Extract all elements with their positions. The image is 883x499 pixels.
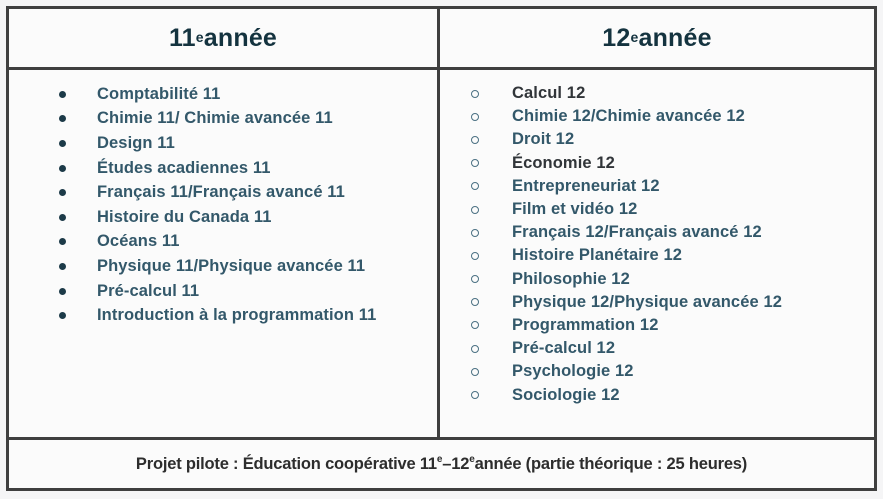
- course-item-label: Comptabilité 11: [97, 84, 221, 103]
- column-header-11e-annee: 11 e année: [9, 9, 437, 67]
- bullet-circle-icon: [471, 344, 479, 353]
- course-item-label: Histoire Planétaire 12: [512, 246, 683, 265]
- course-item-label: Pré-calcul 11: [97, 281, 200, 300]
- course-item: Programmation 12: [471, 314, 868, 337]
- bullet-circle-icon: [471, 89, 479, 98]
- course-item-label: Français 11/Français avancé 11: [97, 183, 345, 202]
- bullet-circle-icon: [471, 298, 479, 307]
- bullet-circle-icon: [471, 205, 479, 214]
- bullet-circle-icon: [471, 112, 479, 121]
- header-grade-word: année: [203, 23, 278, 52]
- bullet-circle-icon: [471, 228, 479, 237]
- footer-note: Projet pilote : Éducation coopérative 11…: [9, 440, 874, 488]
- footer-text: Projet pilote : Éducation coopérative 11: [135, 454, 437, 473]
- course-item: Chimie 11/ Chimie avancée 11: [59, 107, 431, 132]
- course-item-label: Design 11: [97, 133, 175, 152]
- course-item-label: Sociologie 12: [512, 385, 620, 404]
- bullet-circle-icon: [471, 275, 479, 284]
- course-item: Psychologie 12: [471, 360, 868, 383]
- course-item: Physique 12/Physique avancée 12: [471, 291, 868, 314]
- course-item: Calcul 12: [471, 82, 868, 105]
- bullet-circle-icon: [471, 367, 479, 376]
- course-item: Histoire Planétaire 12: [471, 244, 868, 267]
- course-item: Économie 12: [471, 152, 868, 175]
- course-item: Film et vidéo 12: [471, 198, 868, 221]
- course-item: Droit 12: [471, 128, 868, 151]
- course-item-label: Études acadiennes 11: [97, 158, 271, 177]
- bullet-disc-icon: [59, 139, 66, 147]
- footer-superscript: e: [436, 453, 443, 465]
- course-item-label: Calcul 12: [512, 84, 586, 103]
- course-item: Chimie 12/Chimie avancée 12: [471, 105, 868, 128]
- footer-superscript: e: [469, 453, 475, 465]
- course-item: Études acadiennes 11: [59, 156, 431, 181]
- course-item: Introduction à la programmation 11: [59, 303, 431, 328]
- course-item-label: Pré-calcul 12: [512, 339, 616, 358]
- course-item: Design 11: [59, 131, 431, 156]
- bullet-circle-icon: [471, 391, 479, 400]
- course-item: Français 11/Français avancé 11: [59, 180, 431, 205]
- bullet-disc-icon: [59, 189, 66, 197]
- course-item-label: Physique 12/Physique avancée 12: [512, 292, 782, 311]
- course-item: Entrepreneuriat 12: [471, 175, 868, 198]
- course-item-label: Histoire du Canada 11: [97, 207, 272, 226]
- bullet-circle-icon: [471, 159, 479, 168]
- header-grade-word: année: [638, 23, 712, 52]
- course-item-label: Programmation 12: [512, 315, 659, 334]
- header-grade-number: 11: [168, 23, 196, 52]
- course-item: Comptabilité 11: [59, 82, 431, 107]
- course-item: Sociologie 12: [471, 383, 868, 406]
- bullet-disc-icon: [59, 262, 66, 270]
- course-item-label: Philosophie 12: [512, 269, 630, 288]
- bullet-disc-icon: [59, 238, 66, 246]
- course-item-label: Droit 12: [512, 130, 575, 149]
- course-item-label: Entrepreneuriat 12: [512, 176, 660, 195]
- course-item: Pré-calcul 12: [471, 337, 868, 360]
- bullet-disc-icon: [59, 90, 66, 98]
- course-item-label: Français 12/Français avancé 12: [512, 223, 762, 242]
- footer-text: –12: [442, 454, 470, 473]
- bullet-disc-icon: [59, 287, 66, 295]
- footer-text: année (partie théorique : 25 heures): [474, 454, 748, 473]
- bullet-circle-icon: [471, 251, 479, 260]
- header-grade-number: 12: [602, 23, 631, 52]
- course-item-label: Économie 12: [512, 153, 615, 172]
- course-item-label: Chimie 12/Chimie avancée 12: [512, 107, 745, 126]
- course-list-11e: Comptabilité 11 Chimie 11/ Chimie avancée…: [9, 70, 437, 328]
- course-item-label: Film et vidéo 12: [512, 200, 638, 219]
- course-item-label: Introduction à la programmation 11: [97, 306, 377, 325]
- column-header-12e-annee: 12 e année: [440, 9, 874, 67]
- bullet-disc-icon: [59, 213, 66, 221]
- course-item-label: Physique 11/Physique avancée 11: [97, 256, 366, 275]
- course-list-12e: Calcul 12 Chimie 12/Chimie avancée 12 Droi…: [440, 70, 874, 407]
- bullet-circle-icon: [471, 182, 479, 191]
- course-item: Philosophie 12: [471, 268, 868, 291]
- course-item: Océans 11: [59, 230, 431, 255]
- bullet-disc-icon: [59, 115, 66, 123]
- course-item: Histoire du Canada 11: [59, 205, 431, 230]
- course-item: Français 12/Français avancé 12: [471, 221, 868, 244]
- course-item-label: Chimie 11/ Chimie avancée 11: [97, 109, 333, 128]
- course-item: Physique 11/Physique avancée 11: [59, 254, 431, 279]
- bullet-circle-icon: [471, 135, 479, 144]
- courses-cell-11e: Comptabilité 11 Chimie 11/ Chimie avancée…: [9, 70, 437, 437]
- courses-cell-12e: Calcul 12 Chimie 12/Chimie avancée 12 Droi…: [440, 70, 874, 437]
- bullet-disc-icon: [59, 312, 66, 320]
- bullet-circle-icon: [471, 321, 479, 330]
- course-item-label: Océans 11: [97, 232, 180, 251]
- bullet-disc-icon: [59, 164, 66, 172]
- course-item-label: Psychologie 12: [512, 362, 634, 381]
- course-table: 11 e année 12 e année Comptabilité 11 Chimi…: [6, 6, 877, 491]
- course-item: Pré-calcul 11: [59, 279, 431, 304]
